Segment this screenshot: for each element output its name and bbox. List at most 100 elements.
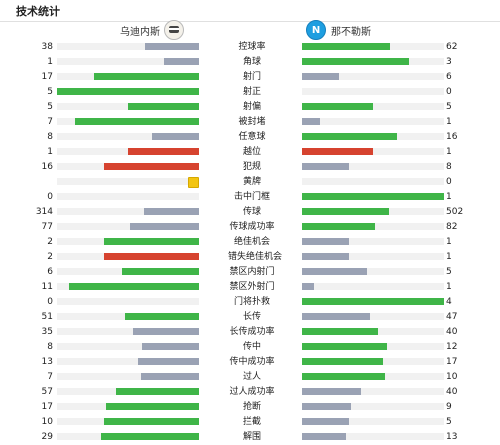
stat-row: 57 过人成功率 40 <box>0 385 500 400</box>
home-stat-value: 77 <box>41 222 53 232</box>
home-stat-value: 1 <box>47 147 53 157</box>
away-stat-track <box>302 148 444 155</box>
home-stat-bar <box>140 373 199 380</box>
away-stat-track <box>302 208 444 215</box>
away-stat-bar <box>302 343 388 350</box>
stat-row: 13 传中成功率 17 <box>0 355 500 370</box>
away-stat-bar <box>302 133 397 140</box>
away-stat-bar <box>302 103 373 110</box>
away-team-header: N 那不勒斯 <box>306 20 371 40</box>
stat-label: 拦截 <box>242 417 261 427</box>
stat-label: 传球成功率 <box>229 222 275 232</box>
home-stat-bar <box>128 148 199 155</box>
away-stat-track <box>302 193 444 200</box>
away-stat-track <box>302 433 444 440</box>
yellow-card-icon <box>188 177 199 188</box>
home-stat-track <box>57 328 199 335</box>
home-stat-track <box>57 373 199 380</box>
home-stat-value: 1 <box>47 57 53 67</box>
away-stat-bar <box>302 373 386 380</box>
home-stat-track <box>57 223 199 230</box>
away-stat-value: 12 <box>446 342 458 352</box>
stat-row: 314 传球 502 <box>0 205 500 220</box>
home-stat-track <box>57 88 199 95</box>
home-stat-value: 8 <box>47 132 53 142</box>
stat-label: 过人 <box>242 372 261 382</box>
home-stat-track <box>57 148 199 155</box>
away-stat-bar <box>302 148 373 155</box>
away-stat-track <box>302 313 444 320</box>
home-stat-value: 314 <box>35 207 53 217</box>
away-stat-track <box>302 238 444 245</box>
stat-row: 35 长传成功率 40 <box>0 325 500 340</box>
home-stat-bar <box>130 223 199 230</box>
stats-table: 38 控球率 62 1 角球 3 17 射门 6 5 射正 0 5 射偏 5 7 被封堵 1 8 任意球 16 1 越位 1 1… <box>0 40 500 445</box>
away-stat-track <box>302 223 444 230</box>
home-stat-bar <box>104 163 199 170</box>
home-team-name: 乌迪内斯 <box>120 26 160 38</box>
away-stat-value: 502 <box>446 207 464 217</box>
home-stat-track <box>57 403 199 410</box>
away-stat-value: 16 <box>446 132 458 142</box>
home-stat-track <box>57 343 199 350</box>
stat-row: 11 禁区外射门 1 <box>0 280 500 295</box>
away-stat-value: 82 <box>446 222 458 232</box>
away-stat-track <box>302 163 444 170</box>
home-stat-track <box>57 103 199 110</box>
stat-row: 51 长传 47 <box>0 310 500 325</box>
away-stat-bar <box>302 118 320 125</box>
home-stat-track <box>57 193 199 200</box>
home-stat-bar <box>104 418 199 425</box>
stat-row: 0 门将扑救 4 <box>0 295 500 310</box>
home-stat-track <box>57 73 199 80</box>
away-stat-track <box>302 298 444 305</box>
home-stat-value: 5 <box>47 87 53 97</box>
away-stat-value: 1 <box>446 282 452 292</box>
away-stat-track <box>302 118 444 125</box>
away-stat-value: 1 <box>446 252 452 262</box>
home-stat-track <box>57 133 199 140</box>
away-stat-track <box>302 418 444 425</box>
home-stat-track <box>57 118 199 125</box>
stat-label: 黄牌 <box>242 177 261 187</box>
stat-label: 越位 <box>242 147 261 157</box>
stat-row: 0 击中门框 1 <box>0 190 500 205</box>
home-stat-track <box>57 358 199 365</box>
away-stat-bar <box>302 223 376 230</box>
away-stat-track <box>302 253 444 260</box>
away-stat-bar <box>302 328 378 335</box>
home-stat-value: 5 <box>47 102 53 112</box>
stat-row: 38 控球率 62 <box>0 40 500 55</box>
away-stat-track <box>302 373 444 380</box>
home-stat-value: 29 <box>41 432 53 442</box>
home-stat-track <box>57 178 199 185</box>
away-stat-value: 1 <box>446 147 452 157</box>
home-stat-value: 57 <box>41 387 53 397</box>
away-stat-bar <box>302 43 391 50</box>
stat-row: 7 过人 10 <box>0 370 500 385</box>
home-stat-bar <box>68 283 199 290</box>
away-stat-bar <box>302 418 350 425</box>
home-stat-bar <box>101 433 199 440</box>
away-stat-bar <box>302 253 350 260</box>
away-stat-value: 4 <box>446 297 452 307</box>
away-stat-bar <box>302 388 361 395</box>
home-stat-track <box>57 238 199 245</box>
away-stat-bar <box>302 298 444 305</box>
home-stat-bar <box>144 208 199 215</box>
away-stat-track <box>302 103 444 110</box>
away-stat-value: 17 <box>446 357 458 367</box>
stat-row: 1 越位 1 <box>0 145 500 160</box>
home-stat-value: 51 <box>41 312 53 322</box>
home-stat-value: 10 <box>41 417 53 427</box>
home-stat-bar <box>163 58 199 65</box>
home-stat-value: 17 <box>41 72 53 82</box>
home-stat-bar <box>132 328 199 335</box>
stat-label: 长传 <box>242 312 261 322</box>
stat-label: 错失绝佳机会 <box>228 252 283 262</box>
away-stat-track <box>302 43 444 50</box>
stat-row: 17 射门 6 <box>0 70 500 85</box>
stat-label: 被封堵 <box>238 117 266 127</box>
home-stat-bar <box>57 88 199 95</box>
stat-row: 6 禁区内射门 5 <box>0 265 500 280</box>
